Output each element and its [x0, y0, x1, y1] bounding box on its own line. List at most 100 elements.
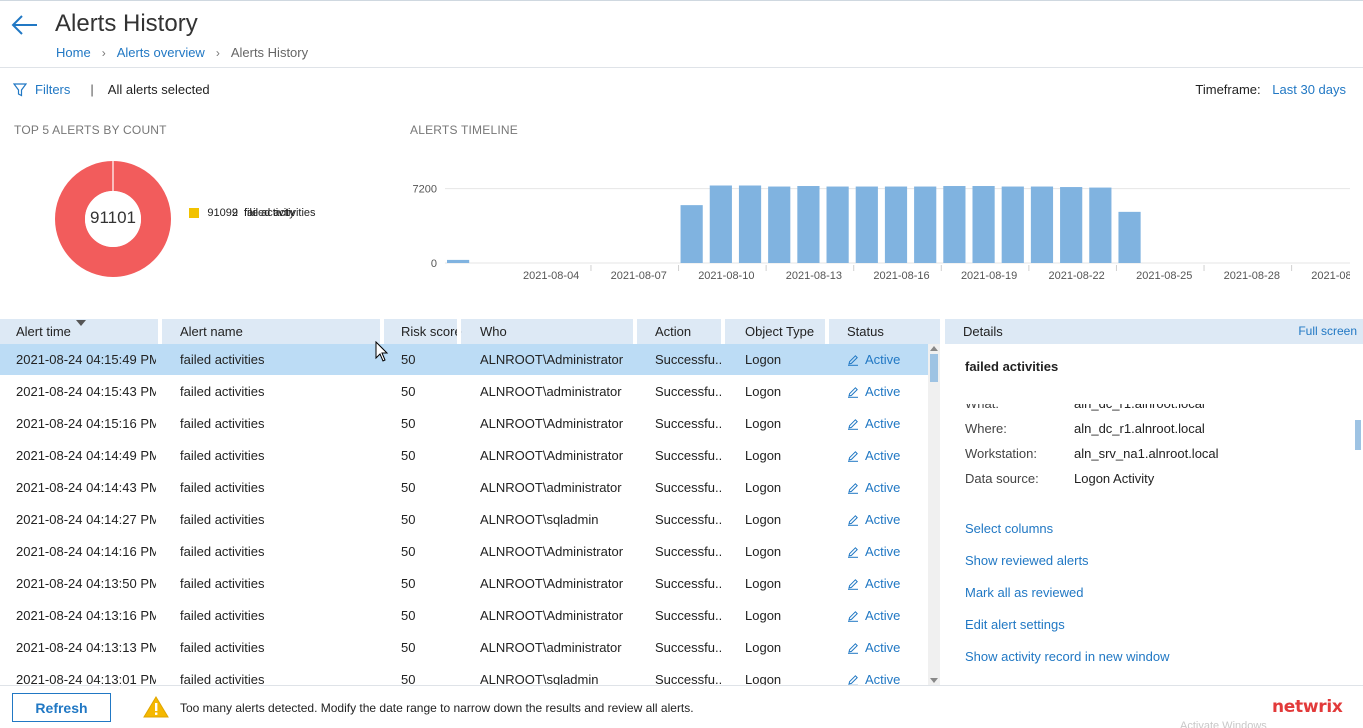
cell-status[interactable]: Active [847, 408, 927, 439]
timeline-x-tick: 2021-08-04 [523, 270, 579, 282]
scrollbar-thumb[interactable] [930, 354, 938, 382]
cell-who: ALNROOT\Administrator [480, 416, 624, 431]
detail-key: Workstation: [965, 446, 1038, 461]
cell-alert-time: 2021-08-24 04:13:16 PM [16, 608, 156, 623]
edit-pencil-icon[interactable] [847, 546, 859, 558]
cell-status[interactable]: Active [847, 344, 927, 375]
column-alert-name[interactable]: Alert name [180, 324, 243, 339]
column-risk-score[interactable]: Risk score [401, 324, 462, 339]
edit-pencil-icon[interactable] [847, 610, 859, 622]
legend-count: 2 [231, 207, 238, 219]
breadcrumb-home[interactable]: Home [56, 45, 91, 60]
cell-status[interactable]: Active [847, 632, 927, 663]
timeline-x-tick: 2021-08-19 [961, 270, 1017, 282]
details-alert-name: failed activities [965, 359, 1059, 374]
table-row[interactable]: 2021-08-24 04:13:01 PM failed activities 5… [0, 664, 928, 685]
table-row[interactable]: 2021-08-24 04:14:43 PM failed activities 5… [0, 472, 928, 503]
timeline-x-tick: 2021-08-13 [786, 270, 842, 282]
cell-object-type: Logon [745, 448, 782, 463]
cell-alert-time: 2021-08-24 04:15:16 PM [16, 416, 156, 431]
column-status[interactable]: Status [847, 324, 884, 339]
table-row[interactable]: 2021-08-24 04:14:16 PM failed activities 5… [0, 536, 928, 567]
filters-separator: | [90, 82, 94, 97]
timeline-bar [914, 186, 937, 263]
cell-who: ALNROOT\Administrator [480, 544, 624, 559]
breadcrumb-alerts-overview[interactable]: Alerts overview [116, 45, 205, 60]
edit-pencil-icon[interactable] [847, 674, 859, 686]
filter-funnel-icon[interactable] [13, 82, 27, 97]
mark-all-reviewed-link[interactable]: Mark all as reviewed [965, 585, 1084, 600]
edit-pencil-icon[interactable] [847, 386, 859, 398]
column-separator [633, 319, 637, 344]
cell-alert-name: failed activities [180, 416, 265, 431]
table-row[interactable]: 2021-08-24 04:13:50 PM failed activities 5… [0, 568, 928, 599]
cell-alert-time: 2021-08-24 04:14:49 PM [16, 448, 156, 463]
alerts-timeline-chart: 7200 0 2021-08-04 2021-08-07 2021-08-10 2021-… [413, 184, 1350, 282]
chevron-right-icon: › [215, 45, 220, 60]
column-who[interactable]: Who [480, 324, 507, 339]
filters-bar: Filters | All alerts selected [13, 82, 210, 97]
cell-alert-time: 2021-08-24 04:15:43 PM [16, 384, 156, 399]
refresh-button[interactable]: Refresh [12, 693, 111, 722]
cell-status[interactable]: Active [847, 504, 927, 535]
footer-divider [0, 685, 1363, 686]
edit-pencil-icon[interactable] [847, 642, 859, 654]
column-action[interactable]: Action [655, 324, 692, 339]
timeframe-selector[interactable]: Last 30 days [1272, 82, 1346, 97]
timeline-bar [680, 205, 703, 263]
edit-pencil-icon[interactable] [847, 482, 859, 494]
edit-pencil-icon[interactable] [847, 418, 859, 430]
table-row[interactable]: 2021-08-24 04:14:27 PM failed activities 5… [0, 504, 928, 535]
edit-pencil-icon[interactable] [847, 354, 859, 366]
edit-pencil-icon[interactable] [847, 514, 859, 526]
breadcrumb-current: Alerts History [230, 45, 309, 60]
detail-key: Data source: [965, 471, 1039, 486]
cell-status[interactable]: Active [847, 568, 927, 599]
table-row[interactable]: 2021-08-24 04:15:16 PM failed activities 5… [0, 408, 928, 439]
edit-pencil-icon[interactable] [847, 450, 859, 462]
back-arrow-icon[interactable] [10, 12, 40, 38]
cell-who: ALNROOT\Administrator [480, 448, 624, 463]
details-scrollbar[interactable] [1354, 404, 1362, 490]
timeline-bar [1118, 211, 1141, 263]
cell-alert-time: 2021-08-24 04:14:16 PM [16, 544, 156, 559]
table-row[interactable]: 2021-08-24 04:15:43 PM failed activities 5… [0, 376, 928, 407]
cell-risk-score: 50 [401, 448, 416, 463]
filters-button[interactable]: Filters [35, 82, 71, 97]
detail-key: Where: [965, 421, 1007, 436]
show-reviewed-alerts-link[interactable]: Show reviewed alerts [965, 553, 1089, 568]
table-row[interactable]: 2021-08-24 04:15:49 PM failed activities 5… [0, 344, 928, 375]
edit-pencil-icon[interactable] [847, 578, 859, 590]
cell-action: Successfu... [655, 608, 721, 623]
select-columns-link[interactable]: Select columns [965, 521, 1054, 536]
timeline-title: ALERTS TIMELINE [410, 123, 518, 137]
details-scrollbar-thumb[interactable] [1355, 420, 1361, 450]
show-activity-record-link[interactable]: Show activity record in new window [965, 649, 1170, 664]
column-alert-time[interactable]: Alert time [16, 324, 71, 339]
cell-status[interactable]: Active [847, 600, 927, 631]
table-scrollbar[interactable] [928, 344, 940, 685]
column-separator [457, 319, 461, 344]
cell-status[interactable]: Active [847, 440, 927, 471]
detail-value: Logon Activity [1074, 471, 1155, 486]
status-text: Active [865, 544, 901, 559]
table-row[interactable]: 2021-08-24 04:14:49 PM failed activities 5… [0, 440, 928, 471]
scroll-up-icon[interactable] [930, 346, 938, 351]
cell-status[interactable]: Active [847, 376, 927, 407]
timeline-x-tick: 2021-08-10 [698, 270, 754, 282]
detail-value: aln_srv_na1.alnroot.local [1074, 446, 1219, 461]
cell-who: ALNROOT\Administrator [480, 608, 624, 623]
edit-alert-settings-link[interactable]: Edit alert settings [965, 617, 1065, 632]
table-row[interactable]: 2021-08-24 04:13:13 PM failed activities 5… [0, 632, 928, 663]
table-row[interactable]: 2021-08-24 04:13:16 PM failed activities 5… [0, 600, 928, 631]
scroll-down-icon[interactable] [930, 678, 938, 683]
cell-status[interactable]: Active [847, 664, 927, 685]
cell-alert-name: failed activities [180, 672, 265, 685]
cell-status[interactable]: Active [847, 536, 927, 567]
cell-status[interactable]: Active [847, 472, 927, 503]
column-object-type[interactable]: Object Type [745, 324, 815, 339]
full-screen-link[interactable]: Full screen [1298, 324, 1357, 338]
status-text: Active [865, 576, 901, 591]
cell-object-type: Logon [745, 384, 782, 399]
timeline-x-tick: 2021-08-28 [1224, 270, 1280, 282]
